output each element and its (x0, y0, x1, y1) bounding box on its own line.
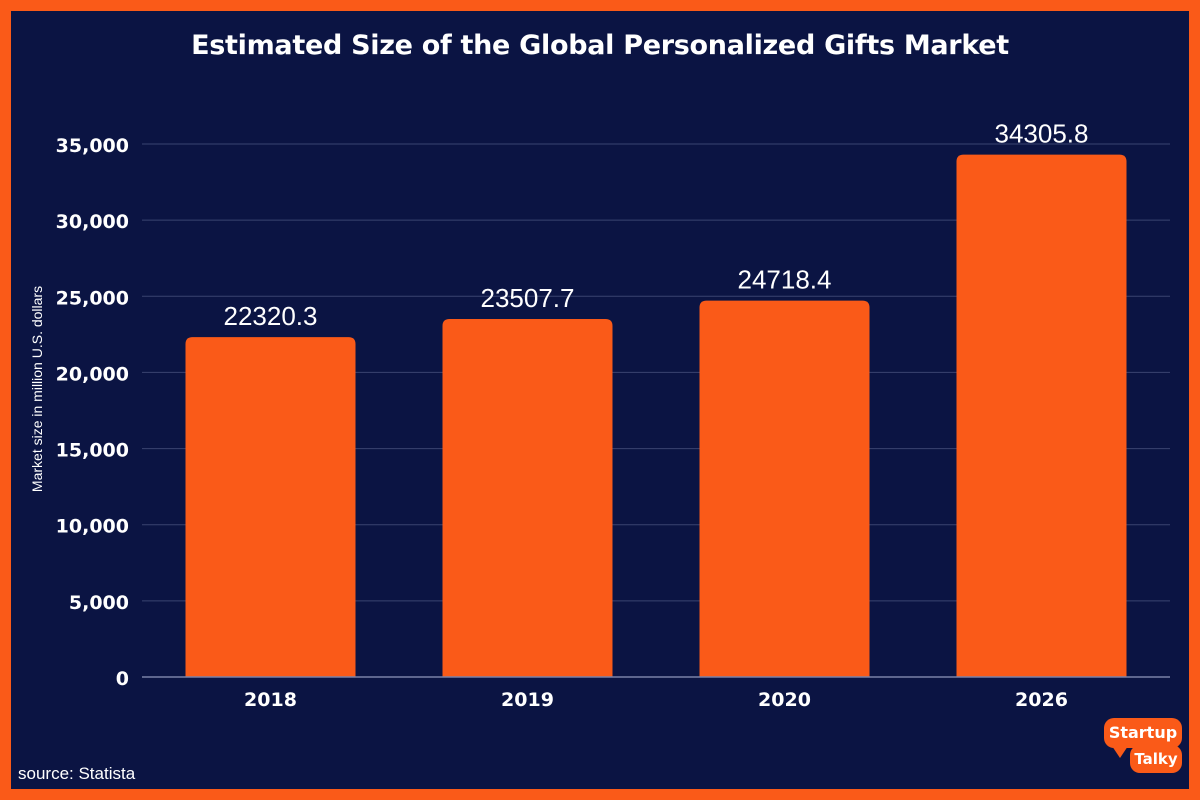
bar (185, 337, 356, 677)
bar-value-label: 22320.3 (224, 301, 318, 331)
chart-title: Estimated Size of the Global Personalize… (191, 30, 1009, 61)
y-tick-label: 35,000 (56, 135, 129, 157)
source-note: source: Statista (18, 764, 136, 783)
logo-speech-tail (1112, 746, 1128, 758)
y-tick-label: 0 (116, 668, 129, 690)
x-tick-label: 2019 (501, 689, 554, 711)
y-tick-label: 20,000 (56, 363, 129, 385)
bar-value-label: 34305.8 (995, 119, 1089, 149)
logo-text-startup: Startup (1104, 718, 1182, 748)
x-tick-label: 2020 (758, 689, 811, 711)
startuptalky-logo: Startup Talky (1104, 718, 1182, 780)
x-tick-label: 2018 (244, 689, 297, 711)
y-tick-label: 25,000 (56, 287, 129, 309)
bar (699, 300, 870, 677)
y-tick-label: 5,000 (69, 592, 129, 614)
y-tick-label: 30,000 (56, 211, 129, 233)
bar-value-label: 24718.4 (738, 265, 832, 295)
y-tick-label: 10,000 (56, 516, 129, 538)
y-axis-title: Market size in million U.S. dollars (29, 286, 45, 492)
bar (956, 154, 1127, 678)
y-tick-label: 15,000 (56, 440, 129, 462)
bar-value-label: 23507.7 (481, 283, 575, 313)
x-tick-label: 2026 (1015, 689, 1068, 711)
logo-text-talky: Talky (1130, 745, 1182, 773)
bar (442, 319, 613, 677)
